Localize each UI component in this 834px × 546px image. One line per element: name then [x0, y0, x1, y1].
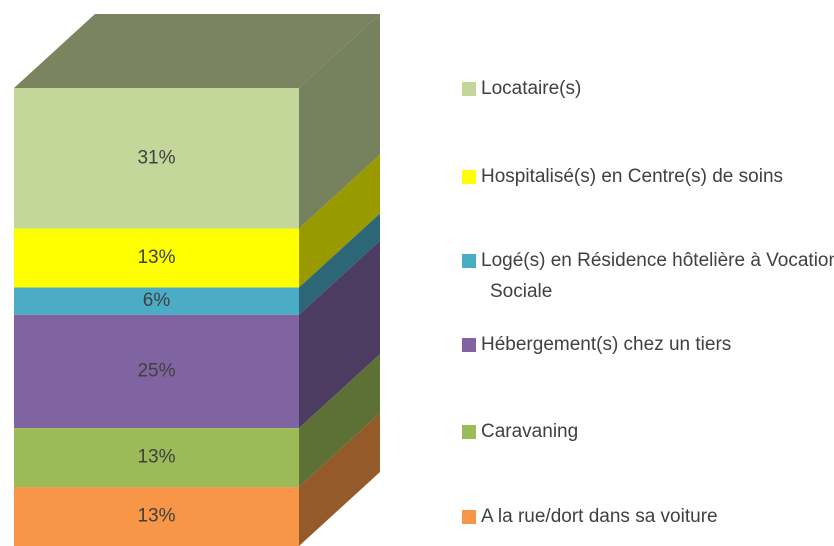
- bar-segment: [14, 487, 299, 546]
- legend-label: Hébergement(s) chez un tiers: [481, 334, 731, 355]
- data-label: 31%: [137, 147, 175, 168]
- bar-segment: [14, 314, 299, 429]
- bar-side: [299, 413, 380, 546]
- legend-swatch: [462, 338, 476, 352]
- bar-side: [299, 240, 380, 429]
- legend-label: Logé(s) en Résidence hôtelière à Vocatio…: [481, 250, 834, 302]
- bar-top: [14, 14, 380, 88]
- legend-label-line: Logé(s) en Résidence hôtelière à Vocatio…: [481, 250, 834, 271]
- bar-side: [299, 354, 380, 488]
- bar-side: [299, 14, 380, 229]
- data-label: 13%: [137, 247, 175, 268]
- data-label: 13%: [137, 447, 175, 468]
- legend-swatch: [462, 425, 476, 439]
- bar-segment: [14, 428, 299, 488]
- bar-segment: [14, 88, 299, 229]
- bar-side: [299, 213, 380, 315]
- legend-swatch: [462, 82, 476, 96]
- legend-label: Locataire(s): [481, 78, 581, 99]
- legend-swatch: [462, 254, 476, 268]
- legend-label: Caravaning: [481, 421, 578, 442]
- legend-label-line: Sociale: [490, 281, 552, 302]
- legend-swatch: [462, 170, 476, 184]
- bar-segment: [14, 287, 299, 315]
- bar-segment: [14, 228, 299, 288]
- legend-label: Hospitalisé(s) en Centre(s) de soins: [481, 166, 783, 187]
- data-label: 25%: [137, 360, 175, 381]
- legend-label: A la rue/dort dans sa voiture: [481, 506, 718, 527]
- data-label: 13%: [137, 506, 175, 527]
- bar-side: [299, 154, 380, 288]
- data-label: 6%: [143, 290, 171, 311]
- legend-swatch: [462, 510, 476, 524]
